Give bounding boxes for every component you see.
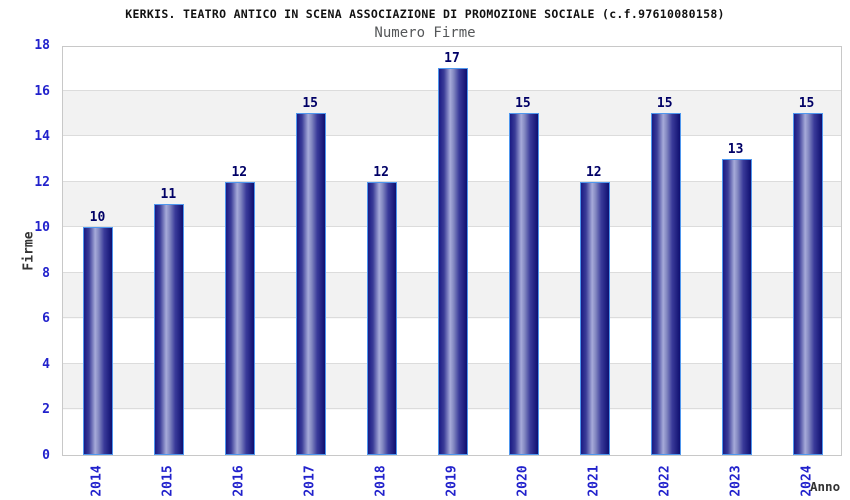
y-tick-label: 6 — [42, 311, 50, 327]
bar-2018 — [367, 181, 398, 455]
bar-value-label: 15 — [302, 96, 318, 112]
x-tick-label: 2015 — [160, 465, 176, 497]
y-tick-label: 8 — [42, 265, 50, 281]
bar-2017 — [296, 113, 327, 455]
y-tick-label: 12 — [34, 174, 50, 190]
plot-area — [62, 46, 842, 456]
bar-value-label: 12 — [585, 164, 602, 180]
bar-value-label: 15 — [656, 96, 673, 112]
bar-value-label: 12 — [373, 164, 389, 180]
x-tick-label: 2018 — [373, 465, 389, 497]
bar-value-label: 15 — [515, 96, 531, 112]
x-tick-label: 2016 — [231, 465, 247, 497]
bar-value-label: 17 — [444, 50, 460, 66]
bar-2019 — [438, 67, 468, 455]
bar-value-label: 13 — [727, 141, 744, 157]
y-axis-title: Firme — [21, 231, 37, 271]
x-axis-title: Anno — [810, 479, 841, 494]
y-tick-label: 16 — [34, 83, 50, 99]
bar-2023 — [721, 158, 752, 455]
bar-2021 — [579, 181, 610, 455]
y-tick-label: 10 — [34, 220, 50, 236]
bar-value-label: 11 — [160, 187, 177, 203]
y-tick-label: 18 — [34, 38, 50, 53]
bar-2015 — [154, 204, 185, 455]
x-tick-label: 2017 — [302, 465, 318, 497]
bar-2024 — [792, 113, 823, 455]
x-tick-label: 2023 — [728, 465, 744, 497]
x-tick-label: 2022 — [657, 465, 673, 497]
x-tick-label: 2021 — [586, 465, 602, 497]
bar-value-label: 12 — [231, 164, 248, 180]
bar-2020 — [508, 113, 539, 455]
chart-title: KERKIS. TEATRO ANTICO IN SCENA ASSOCIAZI… — [125, 7, 725, 21]
bar-value-label: 10 — [89, 210, 106, 226]
y-tick-label: 0 — [42, 448, 50, 463]
x-tick-label: 2020 — [515, 465, 531, 497]
bar-value-label: 15 — [798, 96, 815, 112]
y-tick-label: 4 — [42, 356, 50, 372]
bar-2016 — [225, 181, 256, 455]
x-tick-label: 2014 — [89, 465, 105, 497]
x-tick-label: 2019 — [444, 465, 460, 497]
bar-2014 — [83, 227, 114, 455]
y-tick-label: 2 — [42, 402, 50, 418]
bar-2022 — [650, 113, 681, 455]
chart-subtitle: Numero Firme — [374, 25, 476, 41]
y-tick-label: 14 — [34, 129, 50, 145]
